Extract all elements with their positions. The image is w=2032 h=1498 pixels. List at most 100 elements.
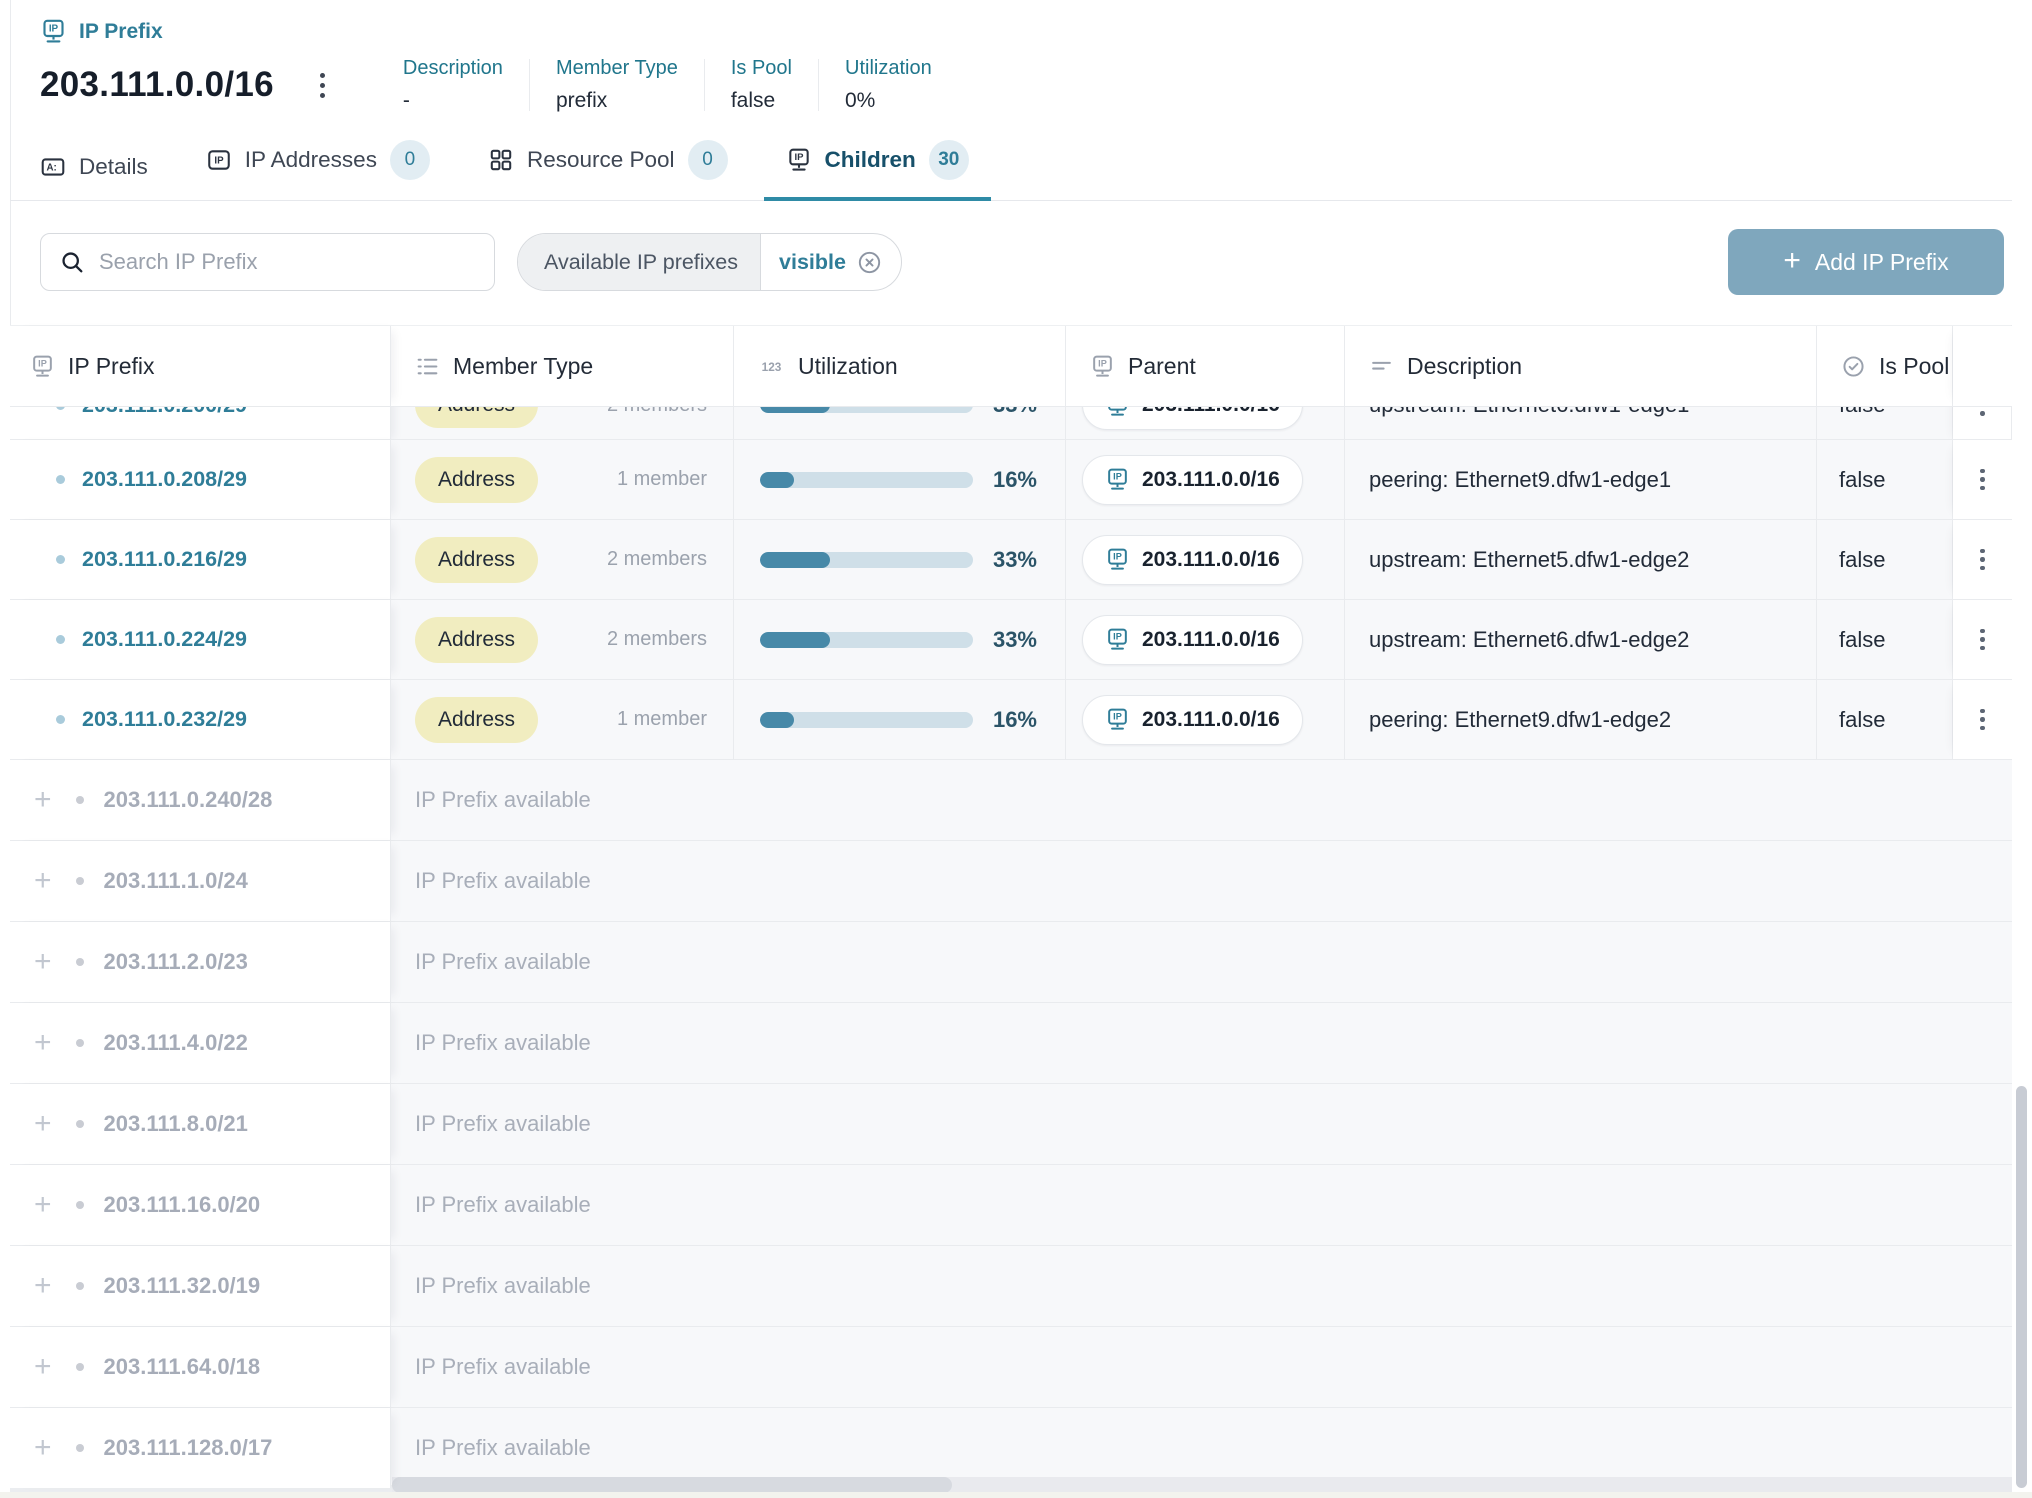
column-header-member-type[interactable]: Member Type [391,326,734,406]
available-prefix-row: +203.111.128.0/17 IP Prefix available [10,1408,2012,1489]
tab-ip-addresses[interactable]: IP IP Addresses 0 [206,140,430,200]
status-dot-icon [75,1201,84,1209]
ip-prefix-icon: IP [40,18,67,45]
parent-cell: IP 203.111.0.0/16 [1066,520,1345,599]
prefix-cell: 203.111.0.224/29 [10,600,391,679]
add-ip-prefix-button[interactable]: + Add IP Prefix [1728,229,2004,295]
is-pool-value: false [1839,546,1886,572]
tab-label: Resource Pool [526,147,675,172]
member-count: 2 members [606,548,707,570]
column-header-description[interactable]: Description [1345,326,1817,406]
available-status-text: IP Prefix available [415,1111,591,1136]
expand-button[interactable]: + [34,783,52,816]
column-header-ip-prefix[interactable]: IP IP Prefix [10,326,391,406]
divider [818,59,819,111]
search-input[interactable] [99,249,476,275]
row-actions-button[interactable] [1972,621,1993,659]
prefix-link[interactable]: 203.111.0.224/29 [82,627,248,651]
parent-link[interactable]: IP 203.111.0.0/16 [1082,694,1303,745]
vertical-scrollbar-thumb[interactable] [2016,1086,2027,1488]
is-pool-cell: false [1817,407,1953,439]
is-pool-value: false [1839,706,1886,732]
expand-button[interactable]: + [34,864,52,897]
available-status-text: IP Prefix available [415,1192,591,1217]
available-label-cell: IP Prefix available [391,1408,2012,1488]
status-dot-icon [56,635,65,644]
prefix-cell: 203.111.0.208/29 [10,440,391,519]
expand-button[interactable]: + [34,1269,52,1302]
svg-text:A:: A: [47,163,57,174]
utilization-cell: 16% [734,680,1066,759]
row-actions-button[interactable] [1972,407,1993,424]
prefix-link[interactable]: 203.111.0.232/29 [82,707,248,731]
description-cell: peering: Ethernet9.dfw1-edge1 [1345,440,1817,519]
ip-prefix-icon: IP [1105,467,1130,492]
field-value: 0% [845,89,876,112]
expand-button[interactable]: + [34,1026,52,1059]
available-status-text: IP Prefix available [415,868,591,893]
parent-cell: IP 203.111.0.0/16 [1066,407,1345,439]
tab-count-badge: 0 [687,140,728,180]
parent-link[interactable]: IP 203.111.0.0/16 [1082,454,1303,505]
actions-cell [1953,680,2012,759]
description-cell: upstream: Ethernet5.dfw1-edge2 [1345,520,1817,599]
prefix-cell: 203.111.0.200/29 [10,407,391,439]
status-dot-icon [56,407,65,410]
prefix-link[interactable]: 203.111.0.208/29 [82,467,248,491]
status-dot-icon [75,958,84,966]
expand-button[interactable]: + [34,1431,52,1464]
expand-button[interactable]: + [34,1350,52,1383]
prefix-link[interactable]: 203.111.0.216/29 [82,547,248,571]
available-prefix-row: +203.111.4.0/22 IP Prefix available [10,1003,2012,1084]
tab-resource-pool[interactable]: Resource Pool 0 [488,140,728,200]
row-actions-button[interactable] [1972,541,1993,579]
prefix-link[interactable]: 203.111.0.200/29 [82,407,247,418]
prefix-row: 203.111.0.232/29 Address 1 member 16% IP 203.… [10,680,2012,760]
parent-prefix-label: 203.111.0.0/16 [1142,707,1280,731]
remove-filter-icon[interactable] [856,249,883,276]
expand-button[interactable]: + [34,1107,52,1140]
filter-value[interactable]: visible [760,234,901,290]
ip-prefix-icon: IP [1105,707,1130,732]
available-prefix-row: +203.111.2.0/23 IP Prefix available [10,922,2012,1003]
title-actions-button[interactable] [312,65,333,106]
description-text: peering: Ethernet9.dfw1-edge1 [1369,466,1672,492]
row-actions-button[interactable] [1972,701,1993,739]
column-label: IP Prefix [68,352,155,379]
tab-details[interactable]: A: Details [40,154,148,200]
grid-icon [488,147,514,173]
prefix-row: 203.111.0.224/29 Address 2 members 33% IP 203… [10,600,2012,680]
clipped-row: 203.111.0.200/29 Address 2 members 33% IP 203… [10,407,2011,440]
divider [528,59,530,111]
expand-button[interactable]: + [34,945,52,978]
expand-button[interactable]: + [34,1188,52,1221]
breadcrumb[interactable]: IP IP Prefix [10,0,2012,45]
tab-count-badge: 0 [389,140,430,180]
status-dot-icon [75,877,84,885]
column-header-utilization[interactable]: 123 Utilization [734,326,1066,406]
row-actions-button[interactable] [1972,461,1993,499]
field-value: false [730,89,776,112]
ip-prefix-icon: IP [1105,627,1130,652]
description-cell: upstream: Ethernet6.dfw1-edge2 [1345,600,1817,679]
svg-text:IP: IP [214,156,224,167]
is-pool-cell: false [1817,680,1953,759]
tab-children[interactable]: IP Children 30 [763,140,992,201]
summary-fields: Description - Member Type prefix Is Pool… [377,57,958,113]
parent-cell: IP 203.111.0.0/16 [1066,600,1345,679]
parent-link[interactable]: IP 203.111.0.0/16 [1082,614,1303,665]
available-prefix-cell: +203.111.0.240/28 [10,760,391,840]
ip-prefix-icon: IP [30,354,55,379]
parent-link[interactable]: IP 203.111.0.0/16 [1082,534,1303,585]
utilization-bar [760,471,973,488]
column-header-parent[interactable]: IP Parent [1066,326,1345,406]
available-status-text: IP Prefix available [415,787,591,812]
horizontal-scrollbar-thumb[interactable] [392,1477,952,1493]
column-header-is-pool[interactable]: Is Pool [1817,326,1953,406]
actions-cell [1953,440,2012,519]
parent-link[interactable]: IP 203.111.0.0/16 [1082,407,1303,430]
breadcrumb-label: IP Prefix [79,19,163,43]
search-box[interactable] [40,233,495,291]
utilization-bar-fill [760,551,831,568]
